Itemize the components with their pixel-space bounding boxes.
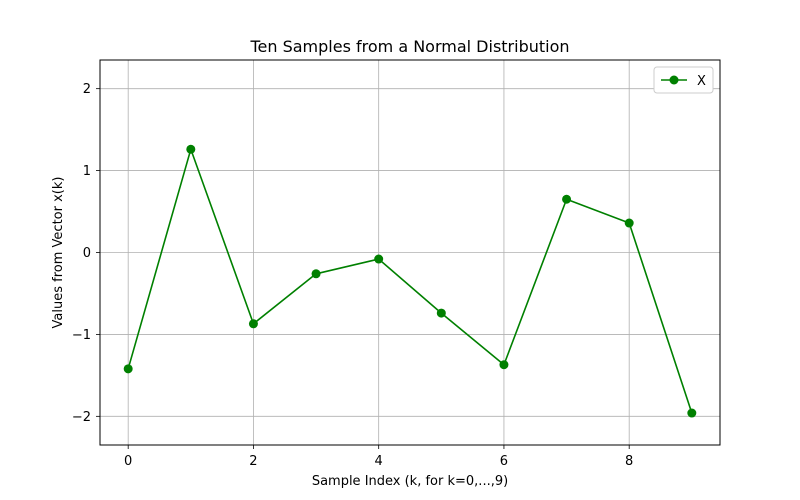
y-axis-ticks: −2 −1 0 1 2: [72, 82, 100, 425]
x-axis-ticks: 0 2 4 6 8: [124, 445, 633, 469]
y-tick-label: 1: [83, 164, 91, 179]
legend-marker-sample: [669, 75, 679, 85]
data-point: [624, 218, 634, 228]
data-point: [374, 254, 384, 264]
data-point: [311, 269, 321, 279]
x-tick-label: 6: [500, 454, 508, 469]
data-point: [499, 360, 509, 370]
x-tick-label: 8: [625, 454, 633, 469]
legend-entry-x: X: [697, 74, 706, 89]
chart-title: Ten Samples from a Normal Distribution: [249, 37, 569, 56]
legend: X: [653, 66, 714, 94]
y-tick-label: −1: [72, 328, 91, 343]
grid-lines: [100, 60, 720, 445]
data-point: [687, 408, 697, 418]
data-point: [186, 144, 196, 154]
x-tick-label: 2: [249, 454, 257, 469]
y-tick-label: 2: [83, 82, 91, 97]
data-point: [436, 308, 446, 318]
y-tick-label: −2: [72, 410, 91, 425]
x-tick-label: 0: [124, 454, 132, 469]
series-layer: [123, 144, 697, 418]
x-axis-label: Sample Index (k, for k=0,...,9): [312, 474, 508, 489]
x-tick-label: 4: [375, 454, 383, 469]
data-point: [248, 319, 258, 329]
data-point: [562, 194, 572, 204]
y-tick-label: 0: [83, 246, 91, 261]
data-point: [123, 364, 133, 374]
series-line: [127, 148, 693, 414]
y-axis-label: Values from Vector x(k): [51, 177, 66, 329]
